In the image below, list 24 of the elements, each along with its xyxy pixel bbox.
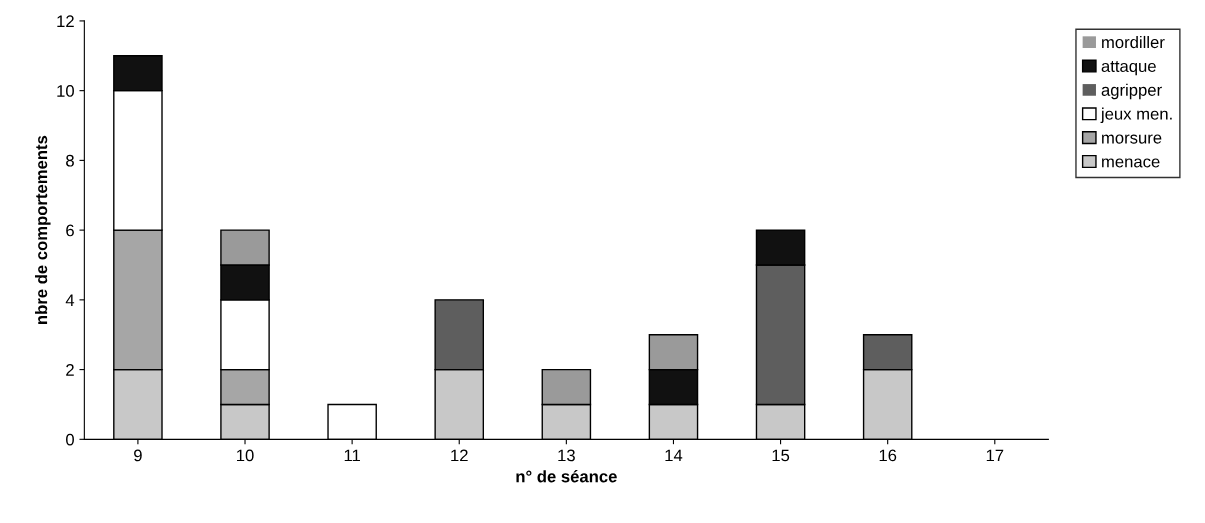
y-tick-label: 2 (66, 363, 74, 376)
x-tick-label: 13 (558, 449, 575, 462)
x-tick-label: 9 (134, 449, 142, 462)
x-axis-title: n° de séance (516, 469, 617, 483)
y-tick-label: 6 (66, 224, 74, 237)
legend-label: mordiller (1102, 35, 1165, 49)
y-tick-label: 0 (66, 433, 74, 446)
x-tick-label: 11 (344, 449, 360, 462)
x-tick-label: 15 (772, 449, 790, 462)
y-tick-label: 12 (57, 15, 74, 27)
legend-label: morsure (1102, 134, 1162, 144)
y-axis-title: nbre de comportements (35, 135, 51, 324)
x-tick-label: 10 (237, 449, 254, 462)
y-tick-label: 4 (65, 294, 75, 306)
x-tick-label: 17 (986, 449, 1004, 462)
legend-label: menace (1102, 158, 1160, 168)
legend-label: attaque (1101, 61, 1156, 76)
x-tick-label: 12 (451, 449, 468, 462)
y-tick-label: 10 (57, 85, 74, 97)
legend-label: agripper (1101, 83, 1162, 100)
x-tick-label: 14 (665, 449, 683, 462)
legend-label: jeux men. (1100, 107, 1172, 124)
y-tick-label: 8 (66, 154, 74, 167)
x-tick-label: 16 (879, 449, 897, 462)
